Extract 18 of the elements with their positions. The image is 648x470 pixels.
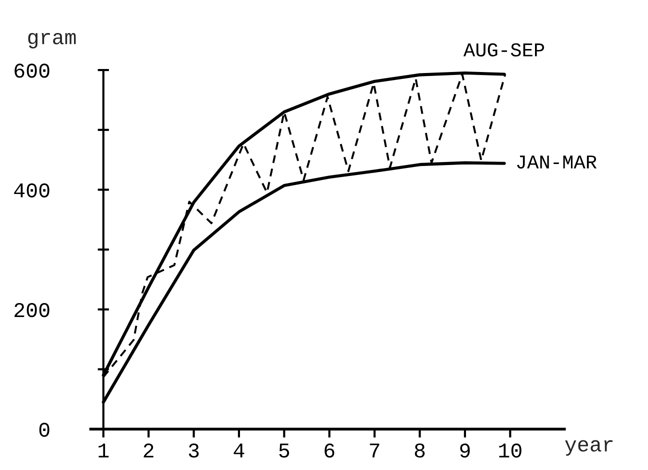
series-label: AUG-SEP bbox=[463, 43, 544, 56]
x-tick-label: 5 bbox=[279, 444, 290, 458]
x-tick-label: 6 bbox=[324, 443, 334, 458]
x-tick-label: 9 bbox=[460, 443, 470, 458]
x-tick-label: 8 bbox=[414, 443, 425, 458]
y-tick-label: 400 bbox=[14, 183, 50, 198]
x-tick-label: 2 bbox=[144, 443, 154, 458]
series-label: JAN-MAR bbox=[517, 156, 597, 169]
x-tick-label: 10 bbox=[499, 443, 522, 458]
x-tick-label: 7 bbox=[370, 444, 380, 458]
y-axis-title: gram bbox=[28, 32, 76, 48]
y-tick-label: 0 bbox=[39, 422, 50, 437]
y-tick-label: 600 bbox=[14, 64, 50, 78]
x-tick-label: 4 bbox=[234, 444, 244, 458]
x-tick-label: 1 bbox=[98, 444, 109, 458]
x-axis-title: year bbox=[565, 440, 613, 456]
x-tick-label: 3 bbox=[188, 443, 199, 458]
y-tick-label: 200 bbox=[14, 303, 50, 318]
